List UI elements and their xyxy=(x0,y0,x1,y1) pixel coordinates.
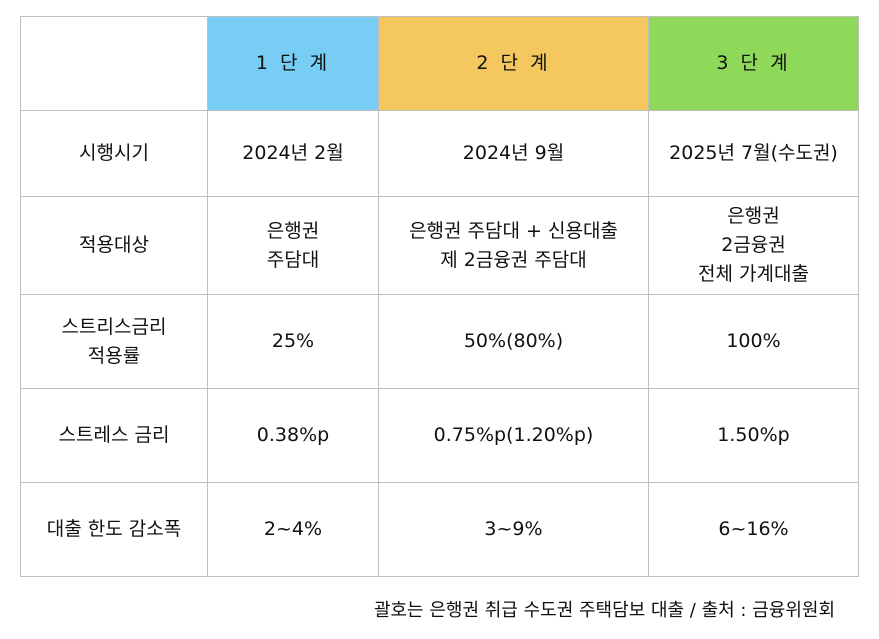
cell-line: 50%(80%) xyxy=(463,330,564,352)
row-implementation-date: 시행시기 2024년 2월 2024년 9월 2025년 7월(수도권) xyxy=(20,110,859,197)
cell-stage-3-target: 은행권 2금융권 전체 가계대출 xyxy=(648,196,859,295)
cell-stage-3-rate: 100% xyxy=(648,294,859,389)
row-application-rate: 스트리스금리 적용률 25% 50%(80%) 100% xyxy=(20,294,859,389)
row-label-stress-rate: 스트레스 금리 xyxy=(20,388,208,483)
row-label-line: 시행시기 xyxy=(79,142,149,164)
cell-line: 25% xyxy=(271,330,315,352)
cell-line: 전체 가계대출 xyxy=(698,263,809,285)
cell-stage-1-target: 은행권 주담대 xyxy=(207,196,379,295)
cell-line: 2~4% xyxy=(263,518,323,540)
cell-line: 100% xyxy=(726,330,781,352)
cell-stage-3-stress: 1.50%p xyxy=(648,388,859,483)
row-target: 적용대상 은행권 주담대 은행권 주담대 + 신용대출 제 2금융권 주담대 은… xyxy=(20,196,859,295)
cell-stage-2-stress: 0.75%p(1.20%p) xyxy=(378,388,649,483)
cell-line: 2025년 7월(수도권) xyxy=(669,142,838,164)
stress-dsr-table-container: 1 단 계 2 단 계 3 단 계 시행시기 2024년 2월 2024년 9월… xyxy=(20,16,859,577)
cell-line: 1.50%p xyxy=(717,424,790,446)
cell-line: 2024년 9월 xyxy=(462,142,565,164)
cell-line: 0.38%p xyxy=(256,424,330,446)
cell-line: 은행권 주담대 + 신용대출 xyxy=(409,219,618,242)
row-label-line: 스트레스 금리 xyxy=(58,424,170,446)
header-corner-cell xyxy=(20,16,208,111)
source-footnote: 괄호는 은행권 취급 수도권 주택담보 대출 / 출처 : 금융위원회 xyxy=(373,600,835,621)
cell-stage-1-reduction: 2~4% xyxy=(207,482,379,577)
table-header-row: 1 단 계 2 단 계 3 단 계 xyxy=(20,16,859,111)
cell-line: 2024년 2월 xyxy=(242,142,344,164)
row-label-line: 적용률 xyxy=(87,344,141,367)
cell-stage-2-rate: 50%(80%) xyxy=(378,294,649,389)
header-stage-1: 1 단 계 xyxy=(207,16,379,111)
cell-line: 3~9% xyxy=(484,518,543,540)
cell-line: 제 2금융권 주담대 xyxy=(440,248,587,271)
cell-stage-2-target: 은행권 주담대 + 신용대출 제 2금융권 주담대 xyxy=(378,196,649,295)
stress-dsr-table: 1 단 계 2 단 계 3 단 계 시행시기 2024년 2월 2024년 9월… xyxy=(20,16,859,577)
cell-line: 2금융권 xyxy=(721,234,786,256)
cell-stage-1-stress: 0.38%p xyxy=(207,388,379,483)
row-label-implementation-date: 시행시기 xyxy=(20,110,208,197)
cell-line: 주담대 xyxy=(266,248,320,271)
header-stage-2: 2 단 계 xyxy=(378,16,649,111)
cell-stage-3-date: 2025년 7월(수도권) xyxy=(648,110,859,197)
cell-line: 6~16% xyxy=(718,518,789,540)
cell-line: 0.75%p(1.20%p) xyxy=(433,424,594,446)
cell-stage-1-rate: 25% xyxy=(207,294,379,389)
cell-stage-3-reduction: 6~16% xyxy=(648,482,859,577)
row-label-line: 대출 한도 감소폭 xyxy=(46,518,182,540)
header-stage-3: 3 단 계 xyxy=(648,16,859,111)
row-stress-rate: 스트레스 금리 0.38%p 0.75%p(1.20%p) 1.50%p xyxy=(20,388,859,483)
cell-stage-2-reduction: 3~9% xyxy=(378,482,649,577)
cell-stage-2-date: 2024년 9월 xyxy=(378,110,649,197)
cell-stage-1-date: 2024년 2월 xyxy=(207,110,379,197)
row-label-limit-reduction: 대출 한도 감소폭 xyxy=(20,482,208,577)
cell-line: 은행권 xyxy=(727,205,780,227)
row-label-line: 적용대상 xyxy=(79,234,149,256)
cell-line: 은행권 xyxy=(266,219,320,242)
row-label-application-rate: 스트리스금리 적용률 xyxy=(20,294,208,389)
row-label-target: 적용대상 xyxy=(20,196,208,295)
row-label-line: 스트리스금리 xyxy=(61,315,167,338)
row-limit-reduction: 대출 한도 감소폭 2~4% 3~9% 6~16% xyxy=(20,482,859,577)
